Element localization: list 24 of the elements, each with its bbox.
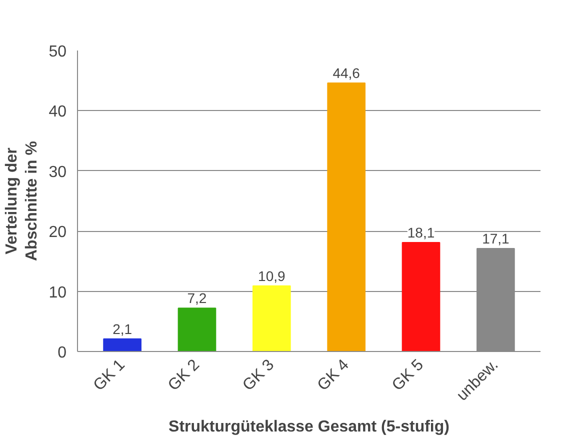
x-tick-label: GK 4 (314, 356, 352, 394)
data-label: 2,1 (112, 320, 132, 337)
y-tick-label: 40 (48, 104, 67, 121)
y-tick-label: 0 (58, 344, 67, 362)
x-tick-label: GK 3 (240, 356, 278, 394)
x-tick-label: GK 5 (389, 356, 428, 394)
data-label: 17,1 (482, 230, 510, 247)
y-tick-label: 30 (48, 164, 67, 181)
bar (327, 82, 366, 352)
x-tick-label: GK 2 (165, 356, 204, 394)
bar (103, 338, 142, 352)
bar (252, 285, 291, 352)
y-tick-label: 20 (48, 224, 67, 242)
data-label: 10,9 (258, 268, 286, 284)
bar (402, 242, 440, 352)
y-axis-title: Verteilung der Abschnitte in % (3, 140, 41, 262)
bar (178, 308, 216, 352)
data-label: 18,1 (407, 224, 435, 241)
x-axis-title: Strukturgüteklasse Gesamt (5-stufig) (168, 418, 450, 436)
y-tick-label: 10 (48, 284, 67, 302)
data-label: 44,6 (332, 65, 360, 82)
x-tick-label: GK 1 (90, 356, 128, 394)
data-label: 7,2 (187, 290, 207, 306)
y-tick-label: 50 (48, 44, 67, 60)
